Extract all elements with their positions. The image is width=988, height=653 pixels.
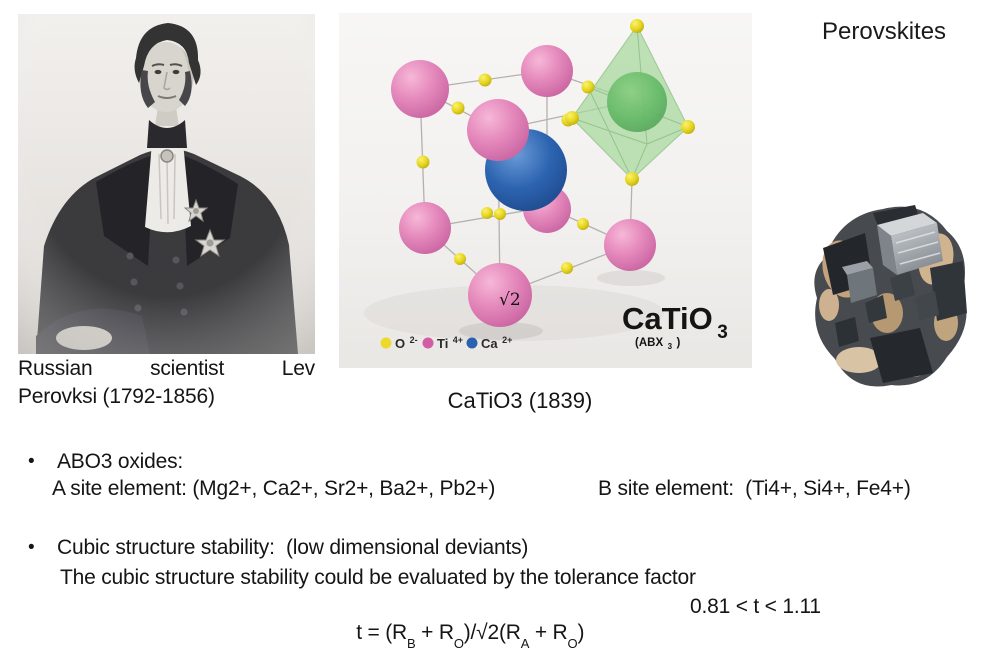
abx3-label: (ABX 3 ) xyxy=(635,333,680,353)
portrait-caption-line1: Russian scientist Lev xyxy=(18,356,315,382)
tolerance-factor-formula: t = (RB + RO)/√2(RA + RO) xyxy=(345,594,585,650)
b-site-atom xyxy=(607,72,667,132)
formula-subscript-a: A xyxy=(520,636,530,652)
structure-caption: CaTiO3 (1839) xyxy=(447,388,593,413)
bullet2-line2: The cubic structure stability could be e… xyxy=(60,566,696,589)
formula-text: t = (R xyxy=(356,621,408,644)
crystal-structure-figure: √2 CaTiO 3 (ABX 3 ) O 2- Ti 4+ Ca xyxy=(339,13,752,368)
legend-calcium-label: Ca 2+ xyxy=(481,335,512,352)
titanium-atom xyxy=(391,60,449,118)
bullet-marker-1: • xyxy=(28,451,35,472)
metallic-cube xyxy=(877,213,943,275)
caption-word-scientist: scientist xyxy=(150,357,225,380)
sqrt2-label: √2 xyxy=(499,290,521,310)
caption-word-russian: Russian xyxy=(18,357,93,380)
formula-text: )/√2(R xyxy=(463,621,521,644)
portrait-illustration xyxy=(18,14,315,354)
titanium-atom xyxy=(604,219,656,271)
formula-subscript-o2: O xyxy=(567,636,578,652)
formula-main: CaTiO xyxy=(622,301,713,336)
structure-legend: O 2- Ti 4+ Ca 2+ xyxy=(380,335,512,352)
mineral-illustration xyxy=(814,205,967,387)
sphere-shadow xyxy=(459,322,543,340)
portrait-caption-line2: Perovksi (1792-1856) xyxy=(18,385,215,408)
formula-text: + R xyxy=(415,621,454,644)
formula-subscript-o: O xyxy=(453,636,464,652)
bullet1-a-site: A site element: (Mg2+, Ca2+, Sr2+, Ba2+,… xyxy=(52,477,496,500)
titanium-atom xyxy=(399,202,451,254)
perovskite-mineral-photo xyxy=(795,163,975,393)
small-gray-cube xyxy=(842,261,877,303)
formula-text: ) xyxy=(577,621,585,644)
caption-word-lev: Lev xyxy=(281,357,315,380)
legend-titanium-label: Ti 4+ xyxy=(437,335,463,352)
tolerance-range: 0.81 < t < 1.11 xyxy=(690,595,821,618)
bullet-marker-2: • xyxy=(28,537,35,558)
bullet1-title: ABO3 oxides: xyxy=(57,450,183,473)
portrait-vignette xyxy=(18,14,315,354)
bullet1-b-site: B site element: (Ti4+, Si4+, Fe4+) xyxy=(598,477,911,500)
crystal-structure-svg: √2 CaTiO 3 (ABX 3 ) O 2- Ti 4+ Ca xyxy=(364,19,728,353)
formula-text: + R xyxy=(529,621,568,644)
legend-calcium-dot xyxy=(466,337,478,349)
octahedron xyxy=(571,24,689,180)
titanium-atom xyxy=(521,45,573,97)
legend-oxygen-label: O 2- xyxy=(395,335,418,352)
titanium-atom xyxy=(468,263,532,327)
formula-subscript-b: B xyxy=(407,636,416,652)
oxygen-atoms xyxy=(416,19,695,274)
bullet2-title: Cubic structure stability: (low dimensio… xyxy=(57,536,529,559)
slide-title: Perovskites xyxy=(822,18,947,45)
sphere-shadow xyxy=(597,270,665,286)
catio3-big-formula: CaTiO 3 xyxy=(622,301,728,343)
legend-titanium-dot xyxy=(422,337,434,349)
titanium-atom xyxy=(467,99,529,161)
formula-subscript: 3 xyxy=(717,322,728,343)
legend-oxygen-dot xyxy=(380,337,392,349)
portrait-image-lev-perovski xyxy=(18,14,315,354)
